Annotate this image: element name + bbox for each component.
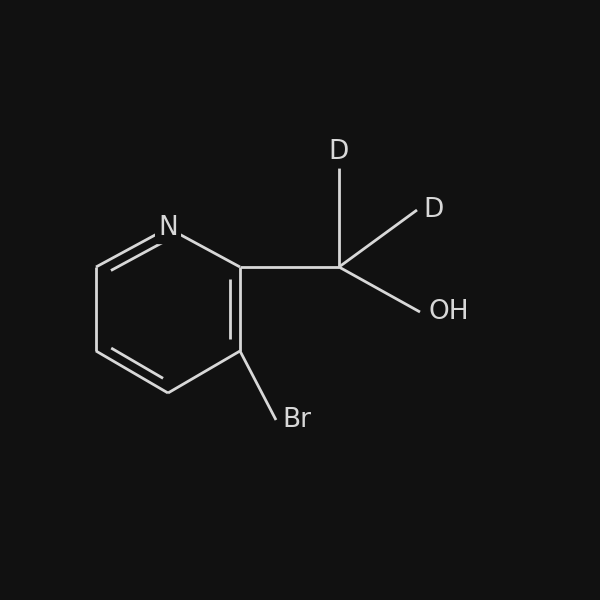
Text: Br: Br <box>282 407 311 433</box>
Text: D: D <box>329 139 349 165</box>
Text: N: N <box>158 215 178 241</box>
Text: D: D <box>423 197 443 223</box>
Text: OH: OH <box>429 299 470 325</box>
